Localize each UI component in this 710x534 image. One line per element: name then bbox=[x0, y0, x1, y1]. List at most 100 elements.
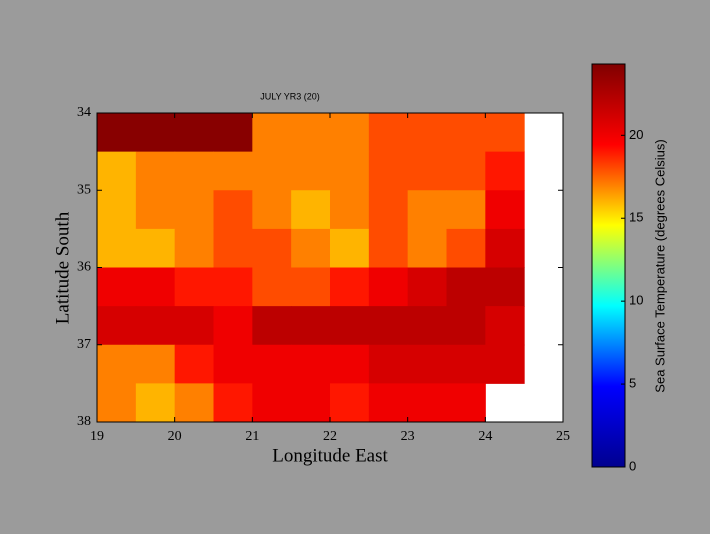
x-axis-label: Longitude East bbox=[272, 445, 388, 466]
heatmap-cell bbox=[97, 344, 137, 384]
heatmap-cell bbox=[97, 190, 137, 230]
y-tick-label: 37 bbox=[77, 337, 91, 352]
y-tick-label: 38 bbox=[77, 414, 91, 429]
heatmap-cell bbox=[330, 267, 370, 307]
x-tick-label: 23 bbox=[401, 429, 415, 444]
heatmap-cell bbox=[368, 344, 409, 384]
heatmap-cell bbox=[446, 190, 486, 230]
heatmap-cell bbox=[213, 344, 253, 384]
colorbar-tick-label: 20 bbox=[629, 127, 643, 142]
heatmap-cell bbox=[407, 228, 447, 268]
heatmap-cell bbox=[485, 190, 525, 230]
heatmap-cell bbox=[485, 306, 525, 346]
heatmap-cell bbox=[213, 190, 253, 230]
heatmap-cell bbox=[368, 306, 409, 346]
heatmap-cell bbox=[97, 228, 137, 268]
heatmap-cell bbox=[446, 344, 486, 384]
heatmap-cell bbox=[291, 151, 331, 191]
heatmap-cell bbox=[213, 306, 253, 346]
heatmap-cell bbox=[252, 306, 292, 346]
heatmap-cell bbox=[485, 113, 525, 153]
heatmap-cell bbox=[446, 383, 486, 423]
heatmap-cell bbox=[252, 228, 292, 268]
y-tick-label: 34 bbox=[77, 105, 91, 120]
y-tick-label: 36 bbox=[77, 260, 91, 275]
heatmap-cell bbox=[485, 267, 525, 307]
chart-title: JULY YR3 (20) bbox=[260, 91, 320, 101]
colorbar-label: Sea Surface Temperature (degrees Celsius… bbox=[652, 139, 667, 392]
heatmap-cell bbox=[213, 383, 253, 423]
heatmap-cell bbox=[291, 113, 331, 153]
heatmap-cell bbox=[135, 228, 176, 268]
heatmap-cell bbox=[485, 344, 525, 384]
colorbar-tick-label: 10 bbox=[629, 293, 643, 308]
heatmap-cell bbox=[174, 383, 214, 423]
heatmap-cell bbox=[252, 190, 292, 230]
colorbar bbox=[591, 63, 626, 468]
heatmap-cell bbox=[407, 383, 447, 423]
heatmap-cell bbox=[368, 190, 409, 230]
heatmap-cell bbox=[252, 113, 292, 153]
heatmap-cell bbox=[485, 228, 525, 268]
heatmap-cell bbox=[135, 113, 176, 153]
heatmap-cell bbox=[446, 151, 486, 191]
heatmap-cell bbox=[135, 267, 176, 307]
heatmap-cell bbox=[135, 151, 176, 191]
heatmap-cell bbox=[291, 306, 331, 346]
heatmap-cell bbox=[213, 151, 253, 191]
heatmap-cell bbox=[446, 228, 486, 268]
heatmap-cell bbox=[252, 267, 292, 307]
heatmap-cell bbox=[174, 228, 214, 268]
x-tick-label: 25 bbox=[556, 429, 570, 444]
heatmap-cell bbox=[368, 113, 409, 153]
heatmap-cell bbox=[97, 306, 137, 346]
heatmap-cell bbox=[135, 344, 176, 384]
y-tick-label: 35 bbox=[77, 182, 91, 197]
heatmap-cell bbox=[368, 383, 409, 423]
heatmap-cell bbox=[485, 151, 525, 191]
heatmap-cell bbox=[174, 344, 214, 384]
heatmap-cell bbox=[407, 190, 447, 230]
heatmap-cell bbox=[213, 267, 253, 307]
colorbar-tick-label: 5 bbox=[629, 376, 636, 391]
heatmap-cell bbox=[252, 151, 292, 191]
x-tick-label: 24 bbox=[478, 429, 492, 444]
heatmap-cell bbox=[174, 306, 214, 346]
x-tick-label: 19 bbox=[90, 429, 104, 444]
heatmap-cell bbox=[174, 267, 214, 307]
heatmap-cell bbox=[407, 151, 447, 191]
heatmap-cell bbox=[446, 267, 486, 307]
heatmap-cell bbox=[330, 383, 370, 423]
heatmap-cell bbox=[407, 113, 447, 153]
heatmap-cell bbox=[330, 151, 370, 191]
heatmap-cell bbox=[407, 306, 447, 346]
heatmap-cell bbox=[97, 113, 137, 153]
heatmap-cell bbox=[135, 383, 176, 423]
heatmap-cell bbox=[368, 151, 409, 191]
heatmap-cell bbox=[291, 267, 331, 307]
heatmap-cell bbox=[446, 113, 486, 153]
heatmap-cell bbox=[174, 190, 214, 230]
heatmap-cell bbox=[97, 383, 137, 423]
heatmap-cell bbox=[330, 228, 370, 268]
heatmap-cell bbox=[330, 190, 370, 230]
heatmap-cell bbox=[213, 113, 253, 153]
x-tick-label: 21 bbox=[245, 429, 259, 444]
heatmap-cell bbox=[407, 344, 447, 384]
heatmap-cell bbox=[291, 344, 331, 384]
colorbar-tick-label: 15 bbox=[629, 210, 643, 225]
heatmap-cell bbox=[252, 383, 292, 423]
heatmap-cell bbox=[368, 228, 409, 268]
heatmap-cell bbox=[252, 344, 292, 384]
colorbar-tick-label: 0 bbox=[629, 458, 636, 473]
heatmap-cell bbox=[135, 190, 176, 230]
heatmap-cell bbox=[368, 267, 409, 307]
heatmap-cell bbox=[407, 267, 447, 307]
heatmap-cell bbox=[213, 228, 253, 268]
heatmap-cell bbox=[97, 151, 137, 191]
heatmap-cell bbox=[330, 113, 370, 153]
y-axis-label: Latitude South bbox=[52, 211, 73, 324]
x-tick-label: 22 bbox=[323, 429, 337, 444]
x-tick-label: 20 bbox=[168, 429, 182, 444]
